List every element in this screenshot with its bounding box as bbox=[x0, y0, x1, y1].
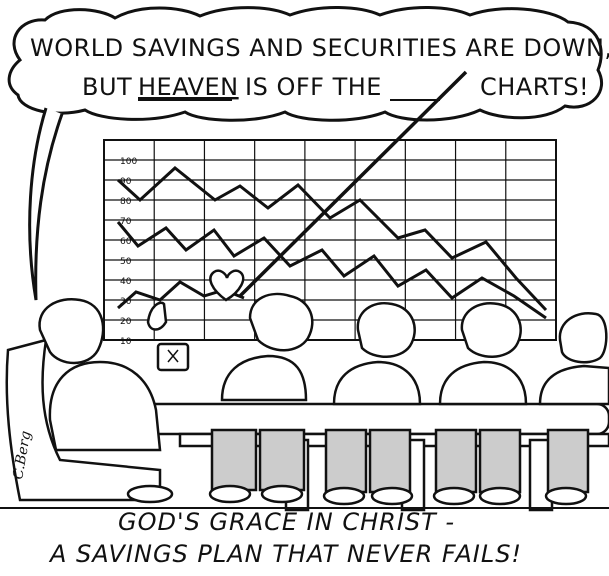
speaker bbox=[5, 298, 190, 504]
board-member-1 bbox=[208, 292, 314, 504]
bubble-line-1: WORLD SAVINGS AND SECURITIES ARE DOWN, bbox=[30, 34, 609, 62]
board-member-4 bbox=[538, 311, 609, 506]
board-members bbox=[208, 292, 609, 506]
speech-bubble: WORLD SAVINGS AND SECURITIES ARE DOWN, B… bbox=[7, 6, 609, 301]
chart-tick-label: 20 bbox=[120, 317, 132, 327]
raised-hand bbox=[146, 301, 168, 331]
chart-tick-label: 80 bbox=[120, 197, 132, 207]
heaven-rising-line bbox=[238, 70, 468, 298]
bubble-line-2-part-1: BUT bbox=[82, 73, 132, 101]
bubble-heaven-word: HEAVEN bbox=[138, 73, 239, 101]
board-member-3 bbox=[432, 301, 528, 506]
caption-line-2: A SAVINGS PLAN THAT NEVER FAILS! bbox=[48, 540, 522, 568]
chart-tick-label: 60 bbox=[120, 237, 132, 247]
board-member-2 bbox=[322, 301, 422, 506]
caption: GOD'S GRACE IN CHRIST - A SAVINGS PLAN T… bbox=[48, 508, 522, 568]
downward-line-top bbox=[116, 166, 548, 312]
chart-tick-label: 100 bbox=[120, 157, 137, 167]
chart-tick-label: 10 bbox=[120, 337, 132, 347]
bubble-charts-word: CHARTS! bbox=[480, 73, 589, 101]
caption-line-1: GOD'S GRACE IN CHRIST - bbox=[118, 508, 455, 536]
chart-tick-label: 50 bbox=[120, 257, 132, 267]
bubble-line-2-part-2: IS OFF THE bbox=[245, 73, 382, 101]
armchair bbox=[5, 338, 162, 502]
chart-tick-label: 90 bbox=[120, 177, 132, 187]
chart-tick-label: 70 bbox=[120, 217, 132, 227]
downward-line-middle bbox=[116, 221, 547, 320]
chart-tick-label: 40 bbox=[120, 277, 132, 287]
heart-icon bbox=[209, 269, 245, 302]
